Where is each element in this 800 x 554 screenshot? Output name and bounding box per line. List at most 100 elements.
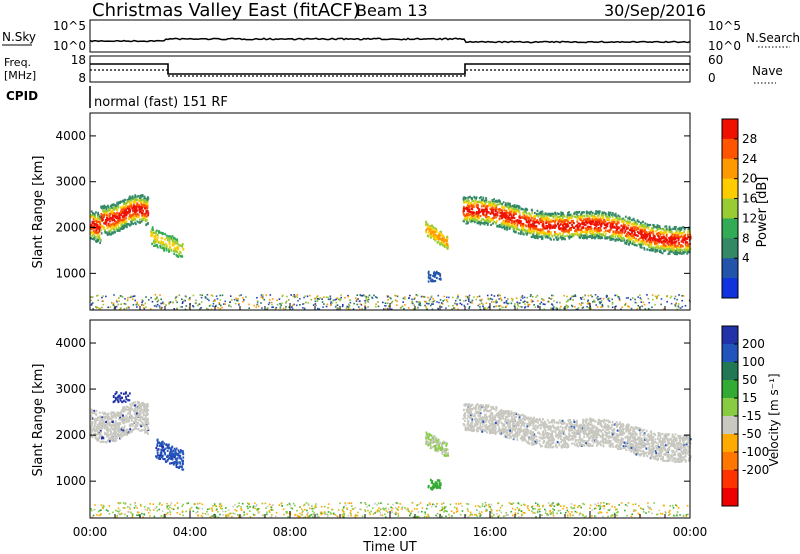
noise-point xyxy=(334,306,337,308)
echo-point xyxy=(467,215,470,218)
echo-point xyxy=(91,220,94,223)
noise-point xyxy=(210,308,213,311)
noise-point xyxy=(588,302,590,305)
noise-point xyxy=(356,303,359,306)
echo-point xyxy=(111,211,114,214)
noise-point xyxy=(241,502,244,505)
echo-point xyxy=(677,227,680,231)
echo-point xyxy=(145,200,147,203)
echo-point xyxy=(596,211,599,214)
noise-point xyxy=(490,294,493,296)
echo-point xyxy=(121,221,124,224)
noise-point xyxy=(573,295,575,298)
noise-point xyxy=(199,502,201,505)
echo-point xyxy=(443,240,446,243)
noise-point xyxy=(667,514,670,516)
noise-point xyxy=(336,304,339,306)
noise-point xyxy=(326,515,329,518)
echo-point xyxy=(650,230,653,233)
noise-point xyxy=(493,514,495,516)
echo-point xyxy=(471,205,474,208)
noise-point xyxy=(559,307,561,310)
noise-point xyxy=(256,504,258,506)
echo-point xyxy=(92,216,95,219)
noise-point xyxy=(102,300,104,302)
echo-point xyxy=(167,235,170,238)
noise-point xyxy=(342,516,345,518)
noise-point xyxy=(302,306,304,309)
noise-point xyxy=(468,296,470,299)
noise-point xyxy=(532,300,534,303)
noise-point xyxy=(457,296,459,298)
echo-point xyxy=(592,233,595,237)
noise-point xyxy=(127,506,129,508)
noise-point xyxy=(487,307,489,310)
echo-point xyxy=(563,215,566,218)
noise-point xyxy=(521,513,523,516)
echo-point xyxy=(112,214,115,218)
echo-point xyxy=(101,214,104,217)
echo-point xyxy=(591,231,594,235)
echo-point xyxy=(601,234,604,237)
echo-point xyxy=(179,244,182,247)
echo-point xyxy=(530,225,533,228)
echo-point xyxy=(654,246,657,249)
echo-point xyxy=(571,232,574,236)
noise-point xyxy=(454,302,457,305)
noise-point xyxy=(102,504,105,507)
noise-point xyxy=(112,304,115,306)
noise-point xyxy=(427,513,429,516)
noise-point xyxy=(539,510,541,513)
noise-point xyxy=(441,303,444,305)
noise-point xyxy=(307,504,310,506)
noise-point xyxy=(402,297,405,300)
echo-point xyxy=(686,241,689,244)
noise-point xyxy=(211,295,214,297)
echo-point xyxy=(522,227,524,231)
noise-point xyxy=(162,516,165,519)
echo-point xyxy=(673,236,676,239)
echo-point xyxy=(532,226,535,229)
noise-point xyxy=(660,298,663,300)
echo-point xyxy=(611,233,614,236)
echo-point xyxy=(578,217,581,220)
echo-point xyxy=(686,252,689,255)
echo-point xyxy=(106,210,109,213)
echo-point xyxy=(182,248,185,251)
echo-point xyxy=(626,236,628,239)
nsky-series xyxy=(89,37,691,44)
noise-point xyxy=(376,504,378,506)
echo-point xyxy=(594,226,596,230)
noise-point xyxy=(165,513,168,515)
echo-point xyxy=(525,218,528,222)
echo-point xyxy=(508,208,511,211)
noise-point xyxy=(206,508,209,511)
noise-point xyxy=(189,509,191,511)
noise-point xyxy=(480,511,483,513)
noise-point xyxy=(455,502,457,505)
noise-point xyxy=(306,514,308,516)
echo-point xyxy=(675,237,677,240)
echo-point xyxy=(475,196,478,199)
noise-point xyxy=(408,297,410,299)
noise-point xyxy=(126,299,129,302)
noise-point xyxy=(384,304,386,307)
noise-point xyxy=(169,506,171,509)
echo-point xyxy=(642,236,645,239)
noise-point xyxy=(638,505,640,507)
echo-point xyxy=(132,205,135,208)
noise-point xyxy=(450,510,453,512)
noise-point xyxy=(124,298,126,300)
echo-point xyxy=(584,227,587,230)
noise-point xyxy=(281,505,284,507)
noise-point xyxy=(246,505,249,508)
echo-point xyxy=(656,224,659,227)
echo-point xyxy=(622,236,625,239)
noise-point xyxy=(230,305,232,308)
noise-point xyxy=(611,298,614,301)
noise-point xyxy=(664,510,667,513)
noise-point xyxy=(651,294,654,296)
echo-point xyxy=(113,226,116,229)
echo-point xyxy=(680,240,683,243)
noise-point xyxy=(493,295,496,297)
